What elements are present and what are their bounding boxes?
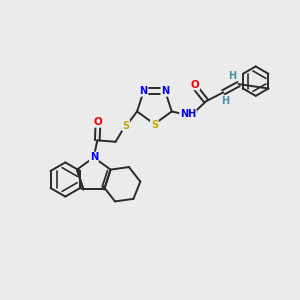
Text: N: N bbox=[90, 152, 98, 162]
Text: NH: NH bbox=[180, 110, 196, 119]
Text: O: O bbox=[94, 117, 102, 127]
Text: N: N bbox=[161, 86, 169, 96]
Text: O: O bbox=[191, 80, 200, 90]
Text: N: N bbox=[140, 86, 148, 96]
Text: S: S bbox=[151, 120, 158, 130]
Text: S: S bbox=[151, 120, 158, 130]
Text: H: H bbox=[228, 71, 236, 81]
Text: N: N bbox=[90, 152, 98, 162]
Text: H: H bbox=[222, 96, 230, 106]
Text: S: S bbox=[122, 121, 129, 130]
